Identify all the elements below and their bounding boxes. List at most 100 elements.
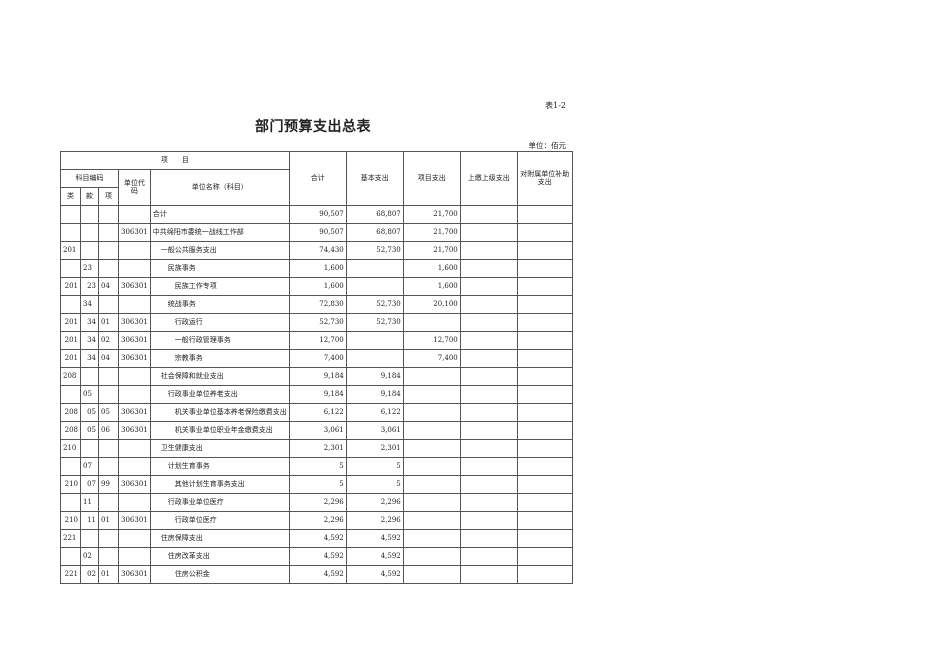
table-row: 210 11 01 306301 行政单位医疗 2,296 2,296	[60, 511, 573, 530]
row-xiang: 01	[98, 565, 119, 584]
row-xiang	[98, 367, 119, 386]
row-total: 5	[288, 457, 347, 476]
row-lei: 201	[60, 241, 81, 260]
row-basic: 68,807	[345, 223, 404, 242]
row-basic: 6,122	[345, 403, 404, 422]
row-basic	[345, 349, 404, 368]
header-project: 项目支出	[402, 151, 461, 206]
row-unit-code	[118, 547, 151, 566]
row-basic	[345, 331, 404, 350]
row-upper	[459, 475, 518, 494]
table-row: 02 住房改革支出 4,592 4,592	[60, 547, 573, 566]
row-subsidy	[516, 223, 573, 242]
row-kuan: 05	[80, 385, 99, 404]
row-total: 3,061	[288, 421, 347, 440]
header-total: 合计	[288, 151, 347, 206]
header-basic: 基本支出	[345, 151, 404, 206]
row-name: 合计	[149, 205, 290, 224]
row-name: 统战事务	[149, 295, 290, 314]
table-row: 07 计划生育事务 5 5	[60, 457, 573, 476]
row-lei	[60, 457, 81, 476]
row-lei: 210	[60, 439, 81, 458]
row-upper	[459, 565, 518, 584]
row-lei: 210	[60, 475, 81, 494]
row-xiang: 04	[98, 277, 119, 296]
unit-label: 单位：佰元	[528, 141, 567, 150]
row-upper	[459, 367, 518, 386]
row-project	[402, 565, 461, 584]
row-xiang: 05	[98, 403, 119, 422]
row-xiang	[98, 223, 119, 242]
row-lei	[60, 385, 81, 404]
row-lei: 221	[60, 565, 81, 584]
row-unit-code	[118, 457, 151, 476]
row-total: 12,700	[288, 331, 347, 350]
row-lei	[60, 547, 81, 566]
table-row: 208 05 05 306301 机关事业单位基本养老保险缴费支出 6,122 6,122	[60, 403, 573, 422]
row-xiang	[98, 439, 119, 458]
row-upper	[459, 529, 518, 548]
row-total: 6,122	[288, 403, 347, 422]
row-total: 72,830	[288, 295, 347, 314]
row-lei: 208	[60, 367, 81, 386]
row-total: 5	[288, 475, 347, 494]
header-item: 项 目	[60, 151, 290, 170]
row-unit-code	[118, 259, 151, 278]
row-unit-code: 306301	[118, 223, 151, 242]
row-upper	[459, 403, 518, 422]
table-row: 210 07 99 306301 其他计划生育事务支出 5 5	[60, 475, 573, 494]
row-unit-code: 306301	[118, 475, 151, 494]
row-xiang	[98, 493, 119, 512]
row-lei	[60, 493, 81, 512]
row-total: 2,301	[288, 439, 347, 458]
row-total: 2,296	[288, 493, 347, 512]
row-name: 一般行政管理事务	[149, 331, 290, 350]
row-total: 4,592	[288, 547, 347, 566]
row-upper	[459, 331, 518, 350]
row-lei: 201	[60, 277, 81, 296]
row-name: 卫生健康支出	[149, 439, 290, 458]
row-subsidy	[516, 385, 573, 404]
row-unit-code: 306301	[118, 421, 151, 440]
row-name: 机关事业单位基本养老保险缴费支出	[149, 403, 290, 422]
row-basic: 4,592	[345, 547, 404, 566]
row-kuan: 07	[80, 457, 99, 476]
row-project	[402, 457, 461, 476]
row-unit-code	[118, 295, 151, 314]
row-upper	[459, 259, 518, 278]
row-upper	[459, 313, 518, 332]
row-lei: 208	[60, 403, 81, 422]
row-unit-code	[118, 439, 151, 458]
row-project	[402, 475, 461, 494]
row-lei: 208	[60, 421, 81, 440]
row-project	[402, 493, 461, 512]
row-xiang: 02	[98, 331, 119, 350]
row-upper	[459, 205, 518, 224]
row-total: 9,184	[288, 385, 347, 404]
row-upper	[459, 241, 518, 260]
row-total: 74,430	[288, 241, 347, 260]
row-basic: 5	[345, 457, 404, 476]
row-unit-code	[118, 529, 151, 548]
row-name: 住房保障支出	[149, 529, 290, 548]
row-name: 民族工作专项	[149, 277, 290, 296]
row-subsidy	[516, 403, 573, 422]
header-unit-code: 单位代码	[118, 169, 151, 206]
row-project: 1,600	[402, 277, 461, 296]
row-kuan: 34	[80, 313, 99, 332]
row-name: 机关事业单位职业年金缴费支出	[149, 421, 290, 440]
table-row: 221 02 01 306301 住房公积金 4,592 4,592	[60, 565, 573, 584]
row-subsidy	[516, 439, 573, 458]
row-unit-code: 306301	[118, 403, 151, 422]
row-unit-code: 306301	[118, 511, 151, 530]
row-project: 21,700	[402, 205, 461, 224]
row-unit-code	[118, 367, 151, 386]
row-total: 4,592	[288, 565, 347, 584]
row-upper	[459, 277, 518, 296]
table-row: 05 行政事业单位养老支出 9,184 9,184	[60, 385, 573, 404]
row-subsidy	[516, 529, 573, 548]
row-unit-code: 306301	[118, 277, 151, 296]
row-name: 行政单位医疗	[149, 511, 290, 530]
row-basic: 52,730	[345, 241, 404, 260]
row-unit-code: 306301	[118, 565, 151, 584]
